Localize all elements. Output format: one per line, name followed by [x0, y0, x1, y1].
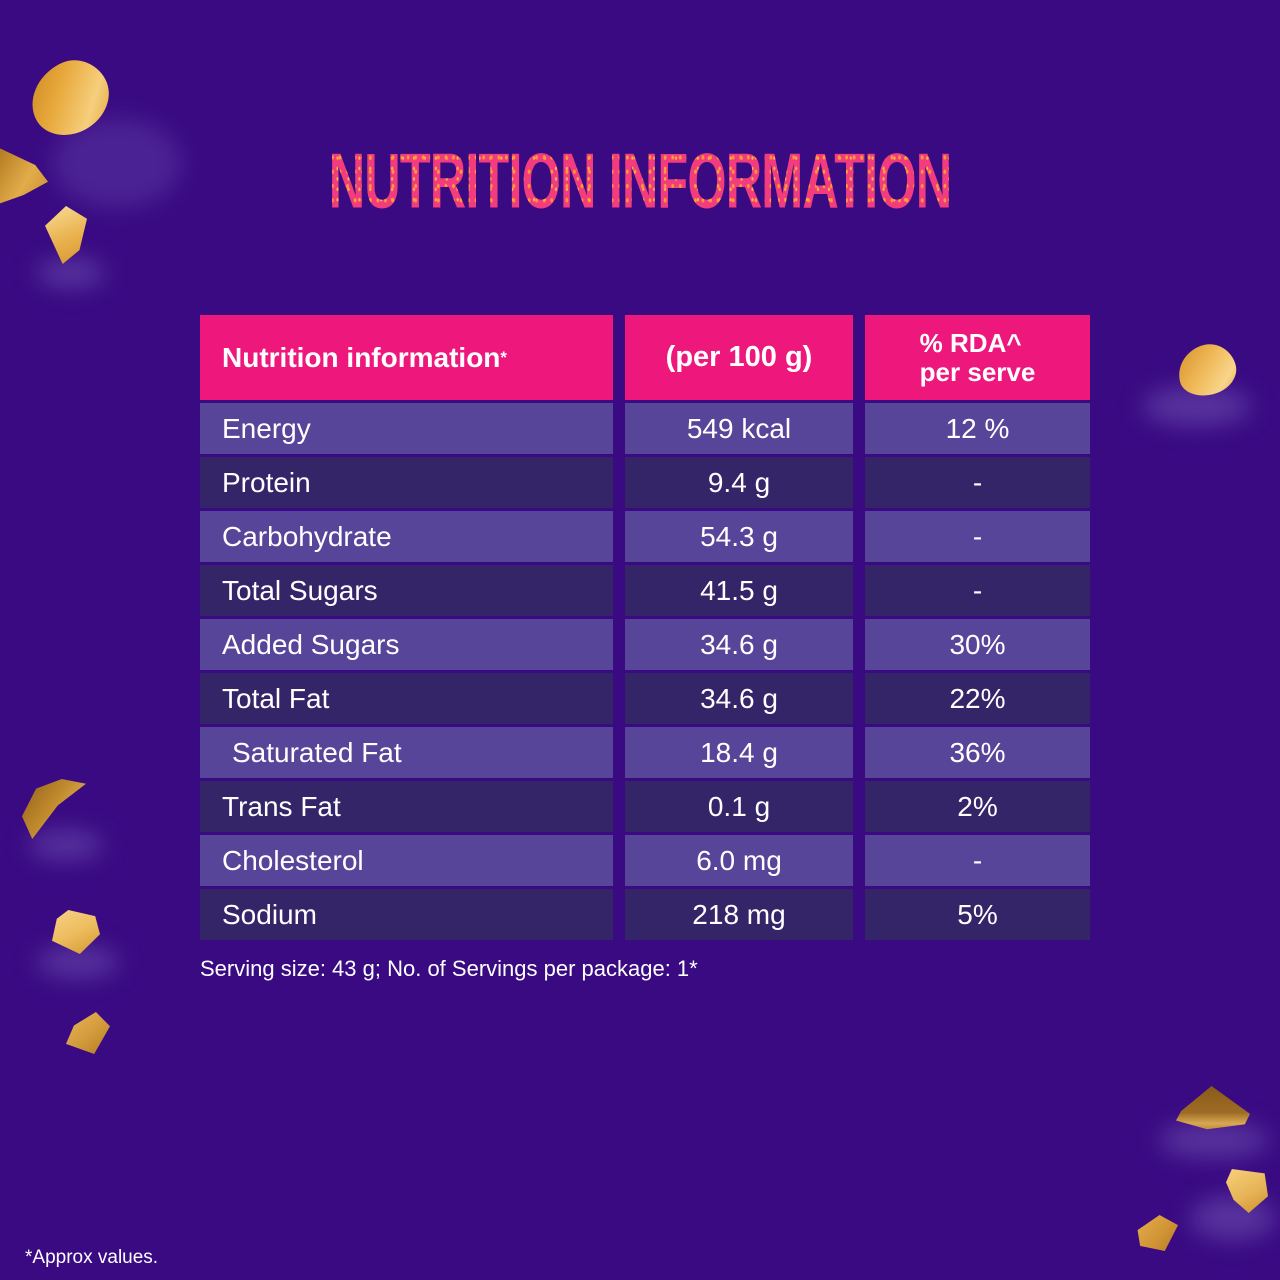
chunk-shadow	[36, 946, 120, 978]
row-label: Sodium	[200, 889, 613, 940]
row-label: Saturated Fat	[200, 727, 613, 778]
chunk-shadow	[1190, 1196, 1276, 1240]
page-title: NUTRITION INFORMATION	[328, 136, 952, 226]
almond-chunk	[66, 1012, 110, 1054]
almond-chunk	[52, 910, 100, 954]
row-value-rda: 36%	[865, 727, 1090, 778]
row-value-per100g: 549 kcal	[625, 403, 853, 454]
approx-values-footnote: *Approx values.	[25, 1247, 159, 1268]
row-value-per100g: 9.4 g	[625, 457, 853, 508]
row-value-rda: -	[865, 565, 1090, 616]
row-value-per100g: 18.4 g	[625, 727, 853, 778]
row-label: Total Sugars	[200, 565, 613, 616]
row-label: Carbohydrate	[200, 511, 613, 562]
row-value-per100g: 218 mg	[625, 889, 853, 940]
row-value-rda: 12 %	[865, 403, 1090, 454]
header-col3-line2: per serve	[919, 356, 1036, 387]
chunk-shadow	[52, 118, 182, 208]
almond-chunk	[45, 206, 87, 264]
almond-chunk	[22, 779, 86, 839]
row-label: Total Fat	[200, 673, 613, 724]
row-value-per100g: 34.6 g	[625, 619, 853, 670]
row-label: Energy	[200, 403, 613, 454]
header-col2-text: (per 100 g)	[665, 341, 813, 373]
chunk-shadow	[1158, 1122, 1270, 1158]
almond-chunk	[1226, 1169, 1268, 1213]
row-value-rda: -	[865, 835, 1090, 886]
row-value-rda: 5%	[865, 889, 1090, 940]
header-col3-line1: % RDA^	[919, 328, 1022, 359]
header-col3-stack: % RDA^ per serve	[920, 329, 1036, 385]
row-label: Cholesterol	[200, 835, 613, 886]
almond-chunk	[0, 147, 48, 207]
row-label: Trans Fat	[200, 781, 613, 832]
header-col1-text: Nutrition information	[222, 341, 501, 373]
almond-chunk	[1137, 1215, 1178, 1251]
table-header-per-100g: (per 100 g)	[625, 315, 853, 400]
row-value-per100g: 34.6 g	[625, 673, 853, 724]
row-value-per100g: 54.3 g	[625, 511, 853, 562]
chocolate-chunk	[1176, 1086, 1250, 1130]
chunk-shadow	[1142, 386, 1252, 426]
almond-chunk	[1172, 338, 1242, 402]
row-value-per100g: 6.0 mg	[625, 835, 853, 886]
row-value-rda: -	[865, 511, 1090, 562]
row-value-rda: 2%	[865, 781, 1090, 832]
chunk-shadow	[36, 258, 106, 288]
table-header-nutrition-information: Nutrition information *	[200, 315, 613, 400]
row-label: Added Sugars	[200, 619, 613, 670]
row-value-rda: -	[865, 457, 1090, 508]
almond-chunk	[18, 48, 122, 148]
chunk-shadow	[28, 830, 104, 860]
row-value-per100g: 41.5 g	[625, 565, 853, 616]
row-value-rda: 22%	[865, 673, 1090, 724]
serving-size-note: Serving size: 43 g; No. of Servings per …	[200, 956, 698, 981]
row-label: Protein	[200, 457, 613, 508]
row-value-per100g: 0.1 g	[625, 781, 853, 832]
nutrition-table: Nutrition information * (per 100 g) % RDA…	[200, 315, 1090, 940]
table-header-rda-per-serve: % RDA^ per serve	[865, 315, 1090, 400]
row-value-rda: 30%	[865, 619, 1090, 670]
